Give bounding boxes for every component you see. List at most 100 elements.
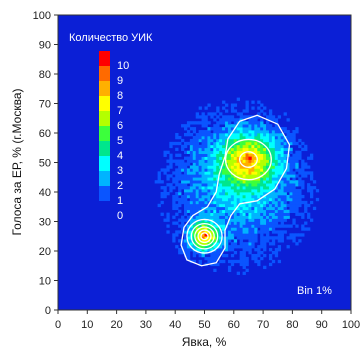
heatmap-cell (201, 168, 205, 172)
heatmap-cell (295, 203, 299, 208)
heatmap-cell (166, 215, 170, 219)
heatmap-cell (183, 239, 188, 243)
heatmap-cell (204, 183, 208, 187)
heatmap-cell (257, 127, 261, 131)
heatmap-cell (207, 138, 211, 143)
heatmap-cell (257, 165, 261, 169)
heatmap-cell (186, 171, 191, 175)
heatmap-cell (260, 251, 264, 255)
heatmap-cell (227, 121, 232, 125)
heatmap-cell (219, 218, 223, 222)
heatmap-cell (189, 212, 194, 216)
heatmap-cell (207, 112, 211, 116)
heatmap-cell (213, 186, 217, 190)
heatmap-cell (251, 174, 255, 178)
heatmap-cell (172, 194, 176, 199)
heatmap-cell (298, 168, 302, 172)
heatmap-cell (277, 138, 282, 143)
heatmap-cell (227, 186, 232, 190)
heatmap-cell (295, 162, 299, 166)
x-tick-label: 0 (55, 319, 61, 331)
heatmap-cell (292, 153, 296, 157)
heatmap-cell (233, 224, 238, 228)
heatmap-cell (263, 124, 267, 128)
heatmap-cell (236, 200, 241, 205)
heatmap-cell (254, 147, 258, 152)
heatmap-cell (227, 245, 232, 249)
heatmap-cell (213, 197, 217, 202)
heatmap-cell (283, 194, 287, 199)
heatmap-cell (183, 230, 188, 234)
heatmap-cell (230, 147, 235, 152)
heatmap-cell (257, 156, 261, 160)
heatmap-cell (312, 186, 317, 190)
heatmap-cell (183, 236, 188, 240)
heatmap-cell (274, 159, 279, 163)
heatmap-cell (178, 251, 182, 255)
x-tick-label: 90 (316, 319, 328, 331)
heatmap-cell (239, 130, 243, 134)
heatmap-cell (263, 156, 267, 160)
heatmap-cell (260, 121, 264, 125)
heatmap-cell (192, 203, 197, 208)
heatmap-cell (198, 192, 202, 196)
heatmap-cell (292, 236, 296, 240)
heatmap-cell (186, 192, 191, 196)
heatmap-cell (201, 209, 205, 213)
heatmap-cell (248, 215, 252, 219)
heatmap-cell (266, 200, 270, 205)
heatmap-cell (248, 133, 252, 137)
heatmap-cell (268, 242, 273, 246)
heatmap-cell (254, 165, 258, 169)
heatmap-cell (222, 133, 226, 137)
heatmap-cell (213, 165, 217, 169)
colorbar-label: 6 (117, 120, 123, 132)
heatmap-cell (183, 144, 188, 149)
heatmap-cell (274, 206, 279, 211)
heatmap-cell (225, 121, 229, 125)
heatmap-cell (201, 171, 205, 175)
heatmap-cell (248, 192, 252, 196)
heatmap-cell (268, 165, 273, 169)
heatmap-cell (222, 165, 226, 169)
heatmap-cell (233, 150, 238, 154)
heatmap-cell (183, 194, 188, 199)
heatmap-cell (239, 171, 243, 175)
heatmap-cell (186, 194, 191, 199)
heatmap-cell (192, 177, 197, 181)
heatmap-cell (219, 144, 223, 149)
heatmap-cell (201, 165, 205, 169)
heatmap-cell (263, 236, 267, 240)
heatmap-cell (292, 233, 296, 237)
heatmap-cell (195, 192, 199, 196)
heatmap-cell (219, 183, 223, 187)
heatmap-cell (198, 221, 202, 225)
heatmap-cell (239, 121, 243, 125)
heatmap-cell (274, 183, 279, 187)
heatmap-cell (163, 192, 167, 196)
heatmap-cell (204, 215, 208, 219)
heatmap-cell (280, 209, 284, 213)
heatmap-cell (242, 159, 246, 163)
heatmap-cell (157, 174, 161, 178)
heatmap-cell (230, 189, 235, 193)
heatmap-cell (225, 248, 229, 252)
heatmap-cell (181, 183, 185, 187)
heatmap-cell (248, 189, 252, 193)
heatmap-cell (178, 200, 182, 205)
heatmap-cell (245, 192, 249, 196)
heatmap-cell (266, 156, 270, 160)
heatmap-cell (175, 180, 179, 184)
heatmap-cell (236, 144, 241, 149)
heatmap-cell (195, 236, 199, 240)
heatmap-cell (166, 230, 170, 234)
heatmap-cell (201, 192, 205, 196)
heatmap-cell (195, 165, 199, 169)
heatmap-cell (289, 194, 293, 199)
colorbar-swatch (99, 126, 110, 141)
heatmap-cell (195, 144, 199, 149)
heatmap-cell (257, 259, 261, 264)
heatmap-cell (309, 153, 314, 157)
heatmap-cell (222, 230, 226, 234)
heatmap-cell (274, 133, 279, 137)
